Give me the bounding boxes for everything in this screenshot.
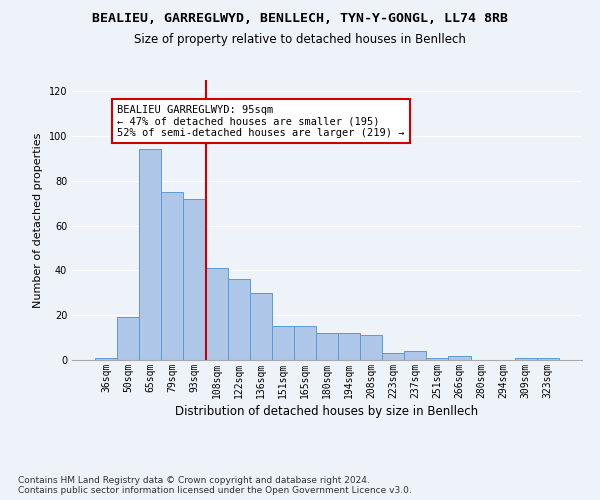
Bar	[139, 150, 161, 360]
Bar	[360, 336, 382, 360]
Bar	[272, 326, 294, 360]
Bar	[537, 358, 559, 360]
Bar	[250, 293, 272, 360]
Bar	[161, 192, 184, 360]
Text: BEALIEU, GARREGLWYD, BENLLECH, TYN-Y-GONGL, LL74 8RB: BEALIEU, GARREGLWYD, BENLLECH, TYN-Y-GON…	[92, 12, 508, 26]
Bar	[117, 318, 139, 360]
Bar	[184, 198, 206, 360]
Bar	[404, 351, 427, 360]
Text: BEALIEU GARREGLWYD: 95sqm
← 47% of detached houses are smaller (195)
52% of semi: BEALIEU GARREGLWYD: 95sqm ← 47% of detac…	[117, 104, 405, 138]
Bar	[427, 358, 448, 360]
Bar	[316, 333, 338, 360]
Bar	[382, 354, 404, 360]
Bar	[338, 333, 360, 360]
Bar	[294, 326, 316, 360]
Bar	[448, 356, 470, 360]
Bar	[227, 280, 250, 360]
Text: Size of property relative to detached houses in Benllech: Size of property relative to detached ho…	[134, 32, 466, 46]
Bar	[206, 268, 227, 360]
Text: Contains HM Land Registry data © Crown copyright and database right 2024.
Contai: Contains HM Land Registry data © Crown c…	[18, 476, 412, 495]
Bar	[515, 358, 537, 360]
X-axis label: Distribution of detached houses by size in Benllech: Distribution of detached houses by size …	[175, 405, 479, 418]
Bar	[95, 358, 117, 360]
Y-axis label: Number of detached properties: Number of detached properties	[33, 132, 43, 308]
